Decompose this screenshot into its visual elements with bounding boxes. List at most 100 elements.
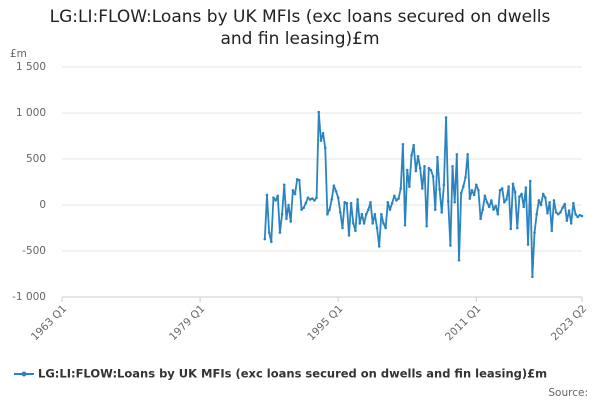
data-point xyxy=(282,183,286,187)
data-point xyxy=(433,208,437,211)
data-point xyxy=(472,193,476,197)
data-point xyxy=(298,178,301,182)
data-point xyxy=(416,154,420,158)
data-point xyxy=(500,187,504,190)
data-point xyxy=(313,199,316,202)
data-point xyxy=(449,244,452,247)
data-point xyxy=(395,199,398,202)
data-point xyxy=(442,183,446,187)
data-point xyxy=(498,188,502,192)
data-point xyxy=(339,211,342,214)
data-point xyxy=(520,192,523,196)
data-point xyxy=(457,258,461,262)
data-point xyxy=(580,214,584,218)
data-point xyxy=(345,201,349,205)
data-point xyxy=(552,199,556,202)
data-point xyxy=(315,196,318,199)
data-point xyxy=(470,188,474,192)
data-point xyxy=(423,165,426,168)
data-point xyxy=(310,197,314,200)
data-point xyxy=(492,208,495,211)
data-point xyxy=(302,206,305,210)
data-point xyxy=(494,204,497,208)
data-point xyxy=(438,188,441,191)
data-point xyxy=(358,222,362,225)
y-unit: £m xyxy=(10,48,27,60)
data-point xyxy=(431,175,435,178)
data-point xyxy=(481,208,485,211)
data-point xyxy=(321,131,325,135)
data-point xyxy=(487,205,491,209)
data-point xyxy=(554,211,558,214)
data-point xyxy=(507,185,510,188)
data-point xyxy=(565,219,569,222)
data-point xyxy=(308,198,312,201)
data-point xyxy=(483,194,487,198)
data-point xyxy=(265,193,269,197)
data-point xyxy=(524,186,528,189)
data-point xyxy=(544,196,547,199)
data-point xyxy=(436,155,439,159)
data-point xyxy=(399,187,403,190)
data-point xyxy=(537,199,541,202)
data-point xyxy=(408,185,411,188)
data-point xyxy=(392,194,396,198)
data-point xyxy=(323,146,327,150)
data-point xyxy=(559,211,562,214)
y-tick-label: 500 xyxy=(26,153,46,165)
data-point xyxy=(388,208,392,211)
data-point xyxy=(576,215,579,219)
data-point xyxy=(326,212,329,216)
x-tick-label: 2011 Q1 xyxy=(443,303,483,343)
data-point xyxy=(569,222,573,225)
data-point xyxy=(304,201,308,205)
data-point xyxy=(274,199,277,202)
data-point xyxy=(464,176,467,179)
data-point xyxy=(548,200,551,204)
data-point xyxy=(285,217,288,221)
data-point xyxy=(418,166,422,170)
data-point xyxy=(427,166,431,170)
data-point xyxy=(425,224,428,228)
data-point xyxy=(382,222,385,225)
data-point xyxy=(572,201,575,205)
data-point xyxy=(451,165,454,168)
x-tick-label: 1979 Q1 xyxy=(167,303,207,343)
data-point xyxy=(528,179,532,183)
data-point xyxy=(390,201,394,205)
data-point xyxy=(421,187,424,190)
y-tick-label: -1 000 xyxy=(12,291,46,303)
data-point xyxy=(440,211,444,214)
y-tick-label: 1 000 xyxy=(16,107,46,119)
data-point xyxy=(360,212,364,216)
data-point xyxy=(349,201,353,205)
data-point xyxy=(414,169,418,173)
data-point xyxy=(485,200,489,204)
data-point xyxy=(505,198,508,201)
data-point xyxy=(563,202,567,206)
data-point xyxy=(300,208,303,211)
data-point xyxy=(375,226,379,230)
data-point xyxy=(336,196,340,199)
data-point xyxy=(401,142,405,146)
legend-label: LG:LI:FLOW:Loans by UK MFIs (exc loans s… xyxy=(38,367,547,381)
data-point xyxy=(384,226,387,230)
data-point xyxy=(535,212,538,216)
data-point xyxy=(526,243,530,246)
data-point xyxy=(267,231,271,234)
data-point xyxy=(509,227,513,231)
data-point xyxy=(459,191,463,195)
data-point xyxy=(263,237,267,241)
data-point xyxy=(455,153,459,156)
data-point xyxy=(466,153,469,156)
data-point xyxy=(453,200,456,204)
legend-marker xyxy=(21,371,27,377)
data-point xyxy=(332,184,336,187)
data-point xyxy=(550,229,554,233)
data-point xyxy=(364,212,368,216)
data-point xyxy=(574,212,577,216)
data-point xyxy=(403,223,407,227)
data-point xyxy=(291,188,295,192)
